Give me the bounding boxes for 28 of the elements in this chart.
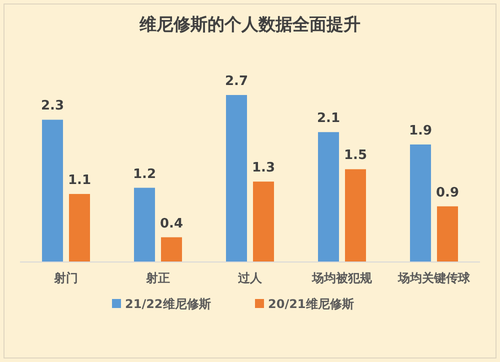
x-tick-label: 场均关键传球 — [397, 271, 471, 285]
bar — [226, 95, 247, 262]
data-label: 1.1 — [68, 172, 92, 188]
bar — [410, 144, 431, 262]
bar — [134, 188, 155, 262]
x-tick-label: 场均被犯规 — [311, 271, 373, 285]
data-label: 0.9 — [436, 185, 460, 200]
bar — [253, 182, 274, 262]
legend-label: 20/21维尼修斯 — [268, 297, 354, 311]
data-label: 1.2 — [132, 166, 156, 182]
data-label: 0.4 — [160, 216, 184, 232]
data-label: 1.5 — [344, 148, 368, 164]
x-tick-label: 射门 — [53, 271, 78, 285]
bar — [42, 120, 63, 262]
bar — [69, 194, 90, 262]
x-tick-label: 过人 — [237, 271, 263, 285]
data-label: 2.3 — [40, 98, 64, 114]
bar — [345, 169, 366, 262]
data-label: 1.3 — [252, 160, 276, 176]
x-tick-label: 射正 — [145, 271, 170, 285]
data-label: 1.9 — [408, 123, 432, 138]
data-label: 2.7 — [224, 74, 248, 89]
bar — [161, 237, 182, 262]
chart-title: 维尼修斯的个人数据全面提升 — [138, 15, 360, 35]
data-label: 2.1 — [316, 111, 340, 126]
bar — [318, 132, 339, 262]
bar — [437, 206, 458, 262]
legend-label: 21/22维尼修斯 — [125, 297, 211, 311]
